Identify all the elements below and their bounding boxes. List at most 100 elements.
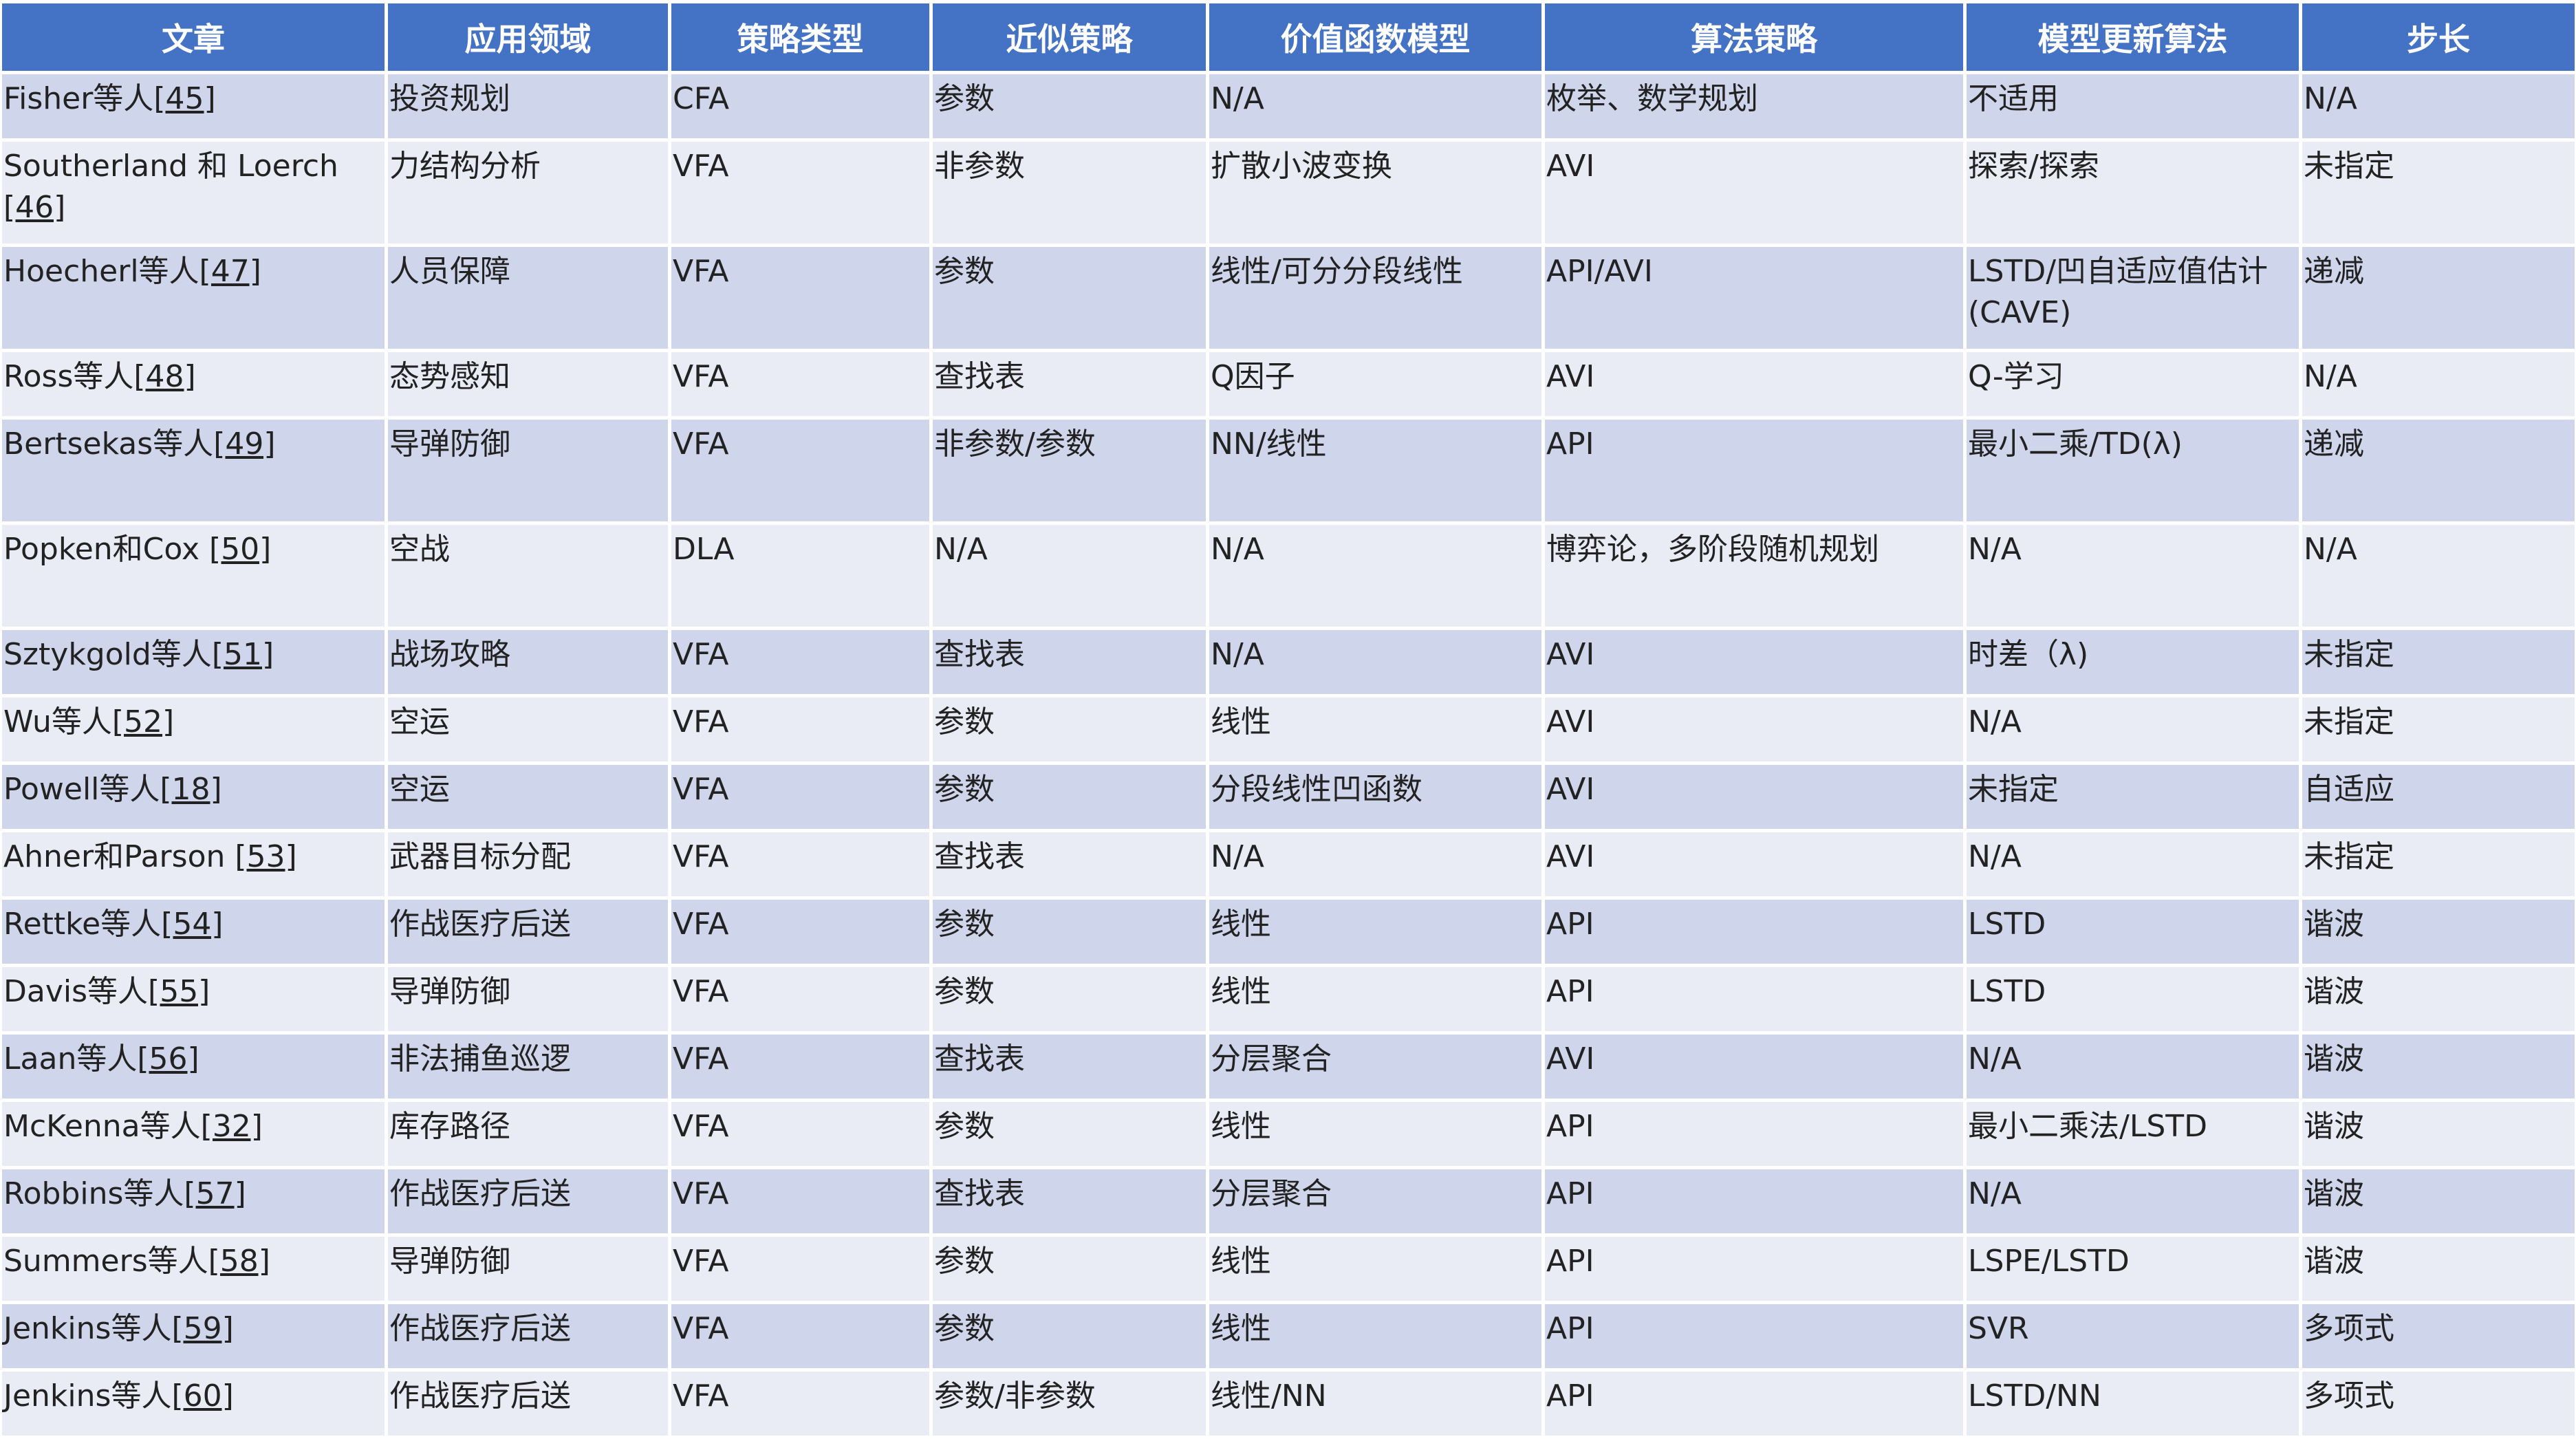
table-row: Ross等人[48] 态势感知 VFA 查找表 Q因子 AVI Q-学习 N/A [2, 352, 2575, 416]
cell-domain: 态势感知 [388, 352, 668, 416]
cell-algorithm-strategy: AVI [1545, 142, 1963, 244]
cell-update-algorithm: 不适用 [1967, 74, 2299, 138]
cell-algorithm-strategy: API [1545, 1372, 1963, 1436]
cell-policy-type: VFA [671, 1169, 929, 1233]
cell-algorithm-strategy: API [1545, 1304, 1963, 1368]
cell-approximation: 参数 [933, 900, 1206, 964]
reference-link[interactable]: [57] [184, 1176, 246, 1211]
cell-algorithm-strategy: 枚举、数学规划 [1545, 74, 1963, 138]
cell-update-algorithm: N/A [1967, 697, 2299, 761]
cell-algorithm-strategy: AVI [1545, 1035, 1963, 1099]
cell-update-algorithm: N/A [1967, 832, 2299, 896]
reference-link[interactable]: [60] [171, 1378, 234, 1414]
cell-update-algorithm: 最小二乘/TD(λ) [1967, 420, 2299, 521]
cell-step-size: N/A [2302, 74, 2575, 138]
reference-link[interactable]: [56] [137, 1041, 199, 1076]
cell-step-size: 未指定 [2302, 142, 2575, 244]
cell-article: Sztykgold等人[51] [2, 630, 385, 694]
reference-link[interactable]: [52] [111, 704, 175, 739]
cell-approximation: 参数 [933, 765, 1206, 829]
cell-approximation: 参数 [933, 1237, 1206, 1301]
table-row: Fisher等人[45] 投资规划 CFA 参数 N/A 枚举、数学规划 不适用 N/A [2, 74, 2575, 138]
cell-article: Jenkins等人[59] [2, 1304, 385, 1368]
cell-step-size: 未指定 [2302, 697, 2575, 761]
reference-link[interactable]: [59] [171, 1311, 234, 1346]
cell-article: Davis等人[55] [2, 967, 385, 1031]
table-row: Powell等人[18] 空运 VFA 参数 分段线性凹函数 AVI 未指定 自适应 [2, 765, 2575, 829]
cell-policy-type: VFA [671, 1372, 929, 1436]
cell-domain: 非法捕鱼巡逻 [388, 1035, 668, 1099]
cell-value-function-model: 扩散小波变换 [1209, 142, 1541, 244]
reference-link[interactable]: [18] [160, 772, 222, 807]
cell-article: Wu等人[52] [2, 697, 385, 761]
cell-approximation: 查找表 [933, 832, 1206, 896]
article-authors: Ross等人 [3, 359, 134, 394]
article-authors: Hoecherl等人 [3, 254, 199, 289]
cell-domain: 投资规划 [388, 74, 668, 138]
reference-link[interactable]: [48] [133, 359, 196, 394]
reference-link[interactable]: [58] [208, 1244, 270, 1279]
table-row: Summers等人[58] 导弹防御 VFA 参数 线性 API LSPE/LSTD 谐波 [2, 1237, 2575, 1301]
table-row: Davis等人[55] 导弹防御 VFA 参数 线性 API LSTD 谐波 [2, 967, 2575, 1031]
cell-algorithm-strategy: AVI [1545, 630, 1963, 694]
reference-link[interactable]: [53] [235, 839, 297, 874]
reference-link[interactable]: [54] [161, 907, 224, 942]
cell-step-size: 谐波 [2302, 1237, 2575, 1301]
cell-policy-type: VFA [671, 420, 929, 521]
reference-link[interactable]: [46] [3, 190, 66, 225]
cell-article: Summers等人[58] [2, 1237, 385, 1301]
cell-algorithm-strategy: 博弈论，多阶段随机规划 [1545, 525, 1963, 627]
cell-algorithm-strategy: API [1545, 967, 1963, 1031]
table-row: Ahner和Parson [53] 武器目标分配 VFA 查找表 N/A AVI N/A 未指… [2, 832, 2575, 896]
cell-approximation: 非参数/参数 [933, 420, 1206, 521]
cell-update-algorithm: 未指定 [1967, 765, 2299, 829]
cell-value-function-model: N/A [1209, 525, 1541, 627]
cell-value-function-model: 分层聚合 [1209, 1169, 1541, 1233]
cell-approximation: 非参数 [933, 142, 1206, 244]
cell-domain: 作战医疗后送 [388, 900, 668, 964]
article-authors: Davis等人 [3, 974, 149, 1009]
article-authors: Ahner和Parson [3, 839, 235, 874]
cell-update-algorithm: LSTD/NN [1967, 1372, 2299, 1436]
reference-link[interactable]: [51] [211, 637, 274, 672]
cell-domain: 作战医疗后送 [388, 1372, 668, 1436]
reference-link[interactable]: [50] [209, 532, 272, 567]
cell-approximation: 查找表 [933, 352, 1206, 416]
article-authors: Wu等人 [3, 704, 112, 739]
cell-domain: 作战医疗后送 [388, 1304, 668, 1368]
cell-article: Laan等人[56] [2, 1035, 385, 1099]
cell-update-algorithm: LSTD/凹自适应值估计(CAVE) [1967, 247, 2299, 349]
cell-policy-type: DLA [671, 525, 929, 627]
cell-step-size: 未指定 [2302, 832, 2575, 896]
cell-approximation: 参数/非参数 [933, 1372, 1206, 1436]
cell-step-size: N/A [2302, 352, 2575, 416]
reference-link[interactable]: [55] [148, 974, 210, 1009]
cell-domain: 武器目标分配 [388, 832, 668, 896]
cell-value-function-model: 线性/NN [1209, 1372, 1541, 1436]
reference-link[interactable]: [47] [199, 254, 261, 289]
cell-value-function-model: N/A [1209, 630, 1541, 694]
cell-policy-type: VFA [671, 247, 929, 349]
header-row: 文章 应用领域 策略类型 近似策略 价值函数模型 算法策略 模型更新算法 步长 [2, 3, 2575, 71]
article-authors: McKenna等人 [3, 1109, 201, 1144]
cell-algorithm-strategy: API [1545, 420, 1963, 521]
reference-link[interactable]: [32] [200, 1109, 263, 1144]
cell-step-size: 多项式 [2302, 1304, 2575, 1368]
cell-step-size: 谐波 [2302, 967, 2575, 1031]
cell-article: McKenna等人[32] [2, 1102, 385, 1166]
cell-policy-type: VFA [671, 967, 929, 1031]
reference-link[interactable]: [49] [213, 426, 276, 462]
cell-approximation: 参数 [933, 74, 1206, 138]
cell-update-algorithm: LSTD [1967, 900, 2299, 964]
cell-algorithm-strategy: API [1545, 900, 1963, 964]
cell-algorithm-strategy: API [1545, 1237, 1963, 1301]
table-row: Southerland 和 Loerch [46] 力结构分析 VFA 非参数 扩散小波… [2, 142, 2575, 244]
cell-value-function-model: 线性 [1209, 1237, 1541, 1301]
cell-article: Robbins等人[57] [2, 1169, 385, 1233]
cell-policy-type: VFA [671, 352, 929, 416]
cell-domain: 人员保障 [388, 247, 668, 349]
cell-domain: 库存路径 [388, 1102, 668, 1166]
cell-step-size: 谐波 [2302, 1035, 2575, 1099]
table-row: Rettke等人[54] 作战医疗后送 VFA 参数 线性 API LSTD 谐波 [2, 900, 2575, 964]
reference-link[interactable]: [45] [153, 81, 216, 116]
